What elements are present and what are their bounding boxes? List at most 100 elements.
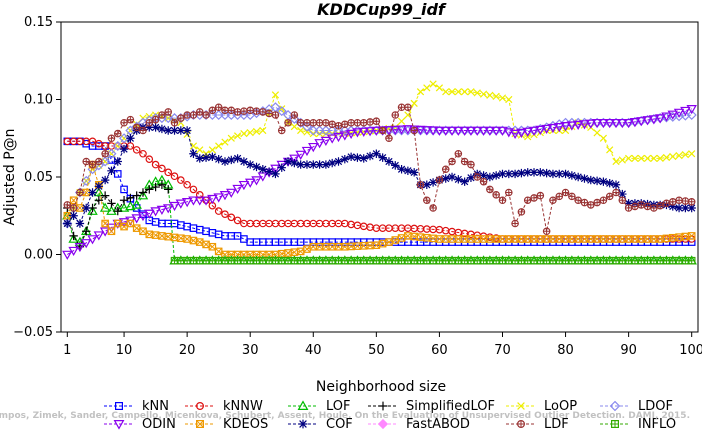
- data-point: [415, 125, 426, 135]
- data-point: [459, 126, 470, 136]
- data-point: [675, 151, 683, 160]
- data-point: [668, 202, 677, 211]
- data-point: [429, 80, 437, 88]
- data-point: [290, 111, 299, 119]
- data-point: [252, 107, 261, 115]
- data-point: [523, 168, 532, 177]
- data-point: [372, 149, 381, 158]
- data-point: [145, 118, 154, 127]
- data-point: [284, 249, 292, 257]
- data-point: [233, 216, 242, 225]
- legend-item-ldof: LDOF: [600, 399, 673, 414]
- series-line: [66, 184, 169, 248]
- data-point: [271, 169, 280, 179]
- data-point: [296, 160, 305, 169]
- data-point: [221, 138, 229, 146]
- data-point: [220, 157, 230, 166]
- data-point: [189, 142, 198, 150]
- data-point: [82, 203, 91, 213]
- data-point: [95, 157, 103, 166]
- data-point: [423, 84, 431, 92]
- data-point: [605, 179, 614, 188]
- data-point: [441, 174, 450, 183]
- data-point: [599, 196, 608, 205]
- data-point: [435, 84, 444, 92]
- data-point: [681, 203, 690, 213]
- data-point: [397, 117, 406, 125]
- data-point: [320, 136, 332, 146]
- legend-item-odin: ODIN: [104, 417, 176, 432]
- x-tick-label: 80: [557, 343, 574, 358]
- data-point: [686, 104, 697, 115]
- data-point: [669, 152, 677, 161]
- data-point: [196, 402, 205, 411]
- data-point: [170, 126, 179, 135]
- data-point: [69, 211, 78, 220]
- data-point: [610, 420, 619, 429]
- data-point: [490, 126, 502, 136]
- data-point: [158, 164, 166, 173]
- data-point: [158, 111, 166, 119]
- data-point: [196, 146, 204, 154]
- x-tick-label: 30: [242, 343, 259, 358]
- data-point: [119, 133, 130, 144]
- data-point: [340, 154, 350, 164]
- data-point: [93, 187, 105, 197]
- data-point: [107, 134, 116, 143]
- data-point: [196, 420, 205, 429]
- data-point: [509, 129, 521, 140]
- data-point: [402, 125, 414, 135]
- data-point: [175, 199, 187, 209]
- data-point: [157, 180, 167, 189]
- data-point: [486, 185, 494, 194]
- data-point: [202, 111, 210, 119]
- data-point: [107, 199, 116, 208]
- data-point: [687, 198, 696, 206]
- data-point: [265, 109, 273, 118]
- data-point: [650, 154, 658, 163]
- data-point: [100, 175, 110, 185]
- data-point: [366, 118, 374, 126]
- data-point: [208, 146, 216, 154]
- data-point: [195, 191, 204, 199]
- data-point: [643, 202, 652, 211]
- data-point: [460, 157, 469, 166]
- data-point: [654, 114, 666, 124]
- data-point: [656, 154, 664, 163]
- legend-label: LDF: [544, 417, 569, 432]
- data-point: [661, 112, 672, 122]
- data-point: [333, 132, 344, 143]
- data-point: [511, 219, 519, 228]
- legend-label: kNNW: [223, 399, 263, 414]
- data-point: [687, 256, 696, 265]
- data-point: [309, 160, 318, 169]
- y-tick-label: 0.10: [24, 93, 53, 108]
- data-point: [378, 126, 387, 135]
- data-point: [195, 108, 204, 116]
- data-point: [479, 90, 488, 98]
- data-point: [183, 180, 191, 189]
- data-point: [309, 242, 318, 251]
- data-point: [99, 202, 111, 212]
- data-point: [410, 99, 418, 107]
- data-point: [63, 219, 72, 228]
- data-point: [371, 126, 382, 136]
- data-point: [617, 118, 628, 129]
- data-point: [516, 420, 525, 429]
- data-point: [328, 242, 336, 251]
- data-point: [485, 172, 495, 182]
- data-point: [139, 149, 147, 158]
- data-point: [586, 175, 595, 185]
- data-point: [69, 231, 78, 241]
- data-point: [618, 156, 626, 164]
- data-point: [68, 233, 79, 243]
- data-point: [107, 227, 116, 236]
- data-point: [321, 160, 331, 169]
- x-axis-ticks: 1 10 20 30 40 50 60 70 80 90 100: [63, 332, 702, 358]
- data-point: [674, 203, 684, 213]
- data-point: [125, 201, 136, 211]
- data-point: [252, 162, 261, 172]
- data-point: [126, 219, 135, 228]
- data-point: [680, 106, 691, 117]
- data-point: [662, 199, 671, 208]
